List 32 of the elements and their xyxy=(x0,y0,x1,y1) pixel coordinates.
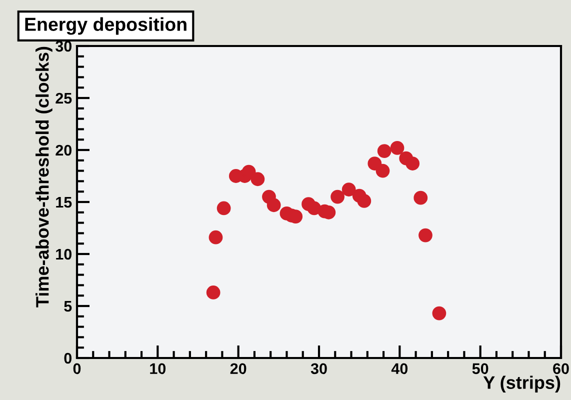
x-tick-label: 60 xyxy=(553,363,569,374)
y-tick-label: 15 xyxy=(56,197,72,208)
point xyxy=(206,286,220,300)
point xyxy=(342,182,356,196)
point xyxy=(250,172,265,186)
point xyxy=(414,190,428,205)
point xyxy=(216,201,231,216)
y-tick-label: 10 xyxy=(56,248,72,260)
point xyxy=(330,190,344,204)
y-tick-label: 20 xyxy=(56,144,72,156)
chart-title: Energy deposition xyxy=(25,17,186,35)
y-tick-label: 0 xyxy=(64,352,72,364)
point xyxy=(432,306,446,320)
y-tick-label: 5 xyxy=(64,301,72,312)
point xyxy=(418,228,432,242)
y-tick-label: 25 xyxy=(56,92,72,104)
point xyxy=(376,164,390,178)
x-tick-label: 20 xyxy=(230,363,246,374)
x-tick-label: 40 xyxy=(391,363,408,374)
x-tick-label: 30 xyxy=(310,363,327,374)
y-tick-label: 30 xyxy=(56,40,72,52)
y-axis-title: Time-above-threshold (clocks) xyxy=(36,46,52,308)
x-axis-title: Y (strips) xyxy=(483,376,560,393)
point xyxy=(390,140,404,155)
point xyxy=(377,144,392,158)
x-tick-label: 0 xyxy=(73,363,81,374)
x-tick-label: 50 xyxy=(472,363,488,374)
point xyxy=(208,230,223,244)
point xyxy=(406,156,420,170)
point xyxy=(357,194,372,208)
x-tick-label: 10 xyxy=(150,363,166,374)
point xyxy=(266,198,281,212)
